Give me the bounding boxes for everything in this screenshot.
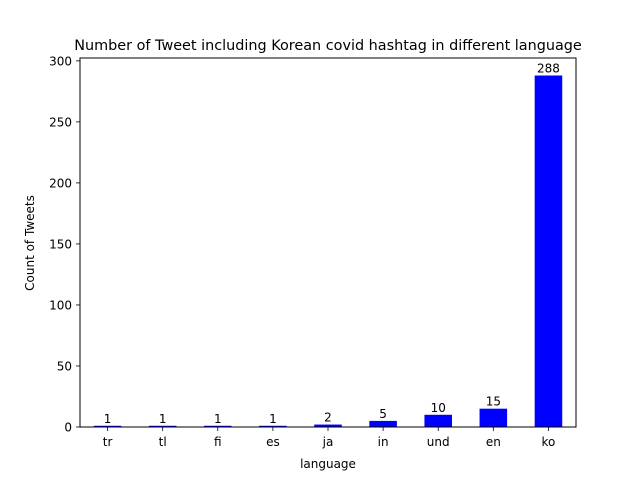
bar-en bbox=[479, 408, 508, 427]
data-label-en: 15 bbox=[486, 395, 501, 409]
data-label-ja: 2 bbox=[324, 411, 332, 425]
x-tick-label-es: es bbox=[266, 435, 280, 449]
data-label-und: 10 bbox=[431, 401, 446, 415]
x-tick-label-tr: tr bbox=[103, 435, 113, 449]
y-axis-label: Count of Tweets bbox=[23, 195, 37, 291]
data-label-es: 1 bbox=[269, 412, 277, 426]
x-tick-label-und: und bbox=[427, 435, 450, 449]
data-labels-layer: 1 1 1 1 2 5 10 15 288 bbox=[104, 62, 560, 426]
bars-layer bbox=[93, 75, 563, 428]
x-tick-label-ko: ko bbox=[542, 435, 556, 449]
y-tick-label-300: 300 bbox=[49, 54, 72, 68]
chart-title: Number of Tweet including Korean covid h… bbox=[74, 38, 582, 54]
data-label-in: 5 bbox=[379, 407, 387, 421]
x-tick-label-in: in bbox=[378, 435, 389, 449]
y-tick-label-50: 50 bbox=[57, 359, 72, 373]
x-axis-label: language bbox=[300, 457, 356, 471]
bar-tr bbox=[93, 425, 122, 427]
x-tick-label-fi: fi bbox=[214, 435, 222, 449]
data-label-fi: 1 bbox=[214, 412, 222, 426]
bar-fi bbox=[204, 425, 232, 427]
bar-ja bbox=[314, 424, 342, 427]
y-tick-label-100: 100 bbox=[49, 298, 72, 312]
bar-in bbox=[369, 420, 397, 427]
data-label-tl: 1 bbox=[159, 412, 167, 426]
data-label-ko: 288 bbox=[537, 62, 560, 76]
x-tick-label-ja: ja bbox=[322, 435, 334, 449]
y-tick-label-150: 150 bbox=[49, 237, 72, 251]
y-tick-label-0: 0 bbox=[64, 421, 72, 435]
x-axis: tr tl fi es ja in und en ko bbox=[103, 427, 556, 449]
x-tick-label-en: en bbox=[486, 435, 501, 449]
x-tick-label-tl: tl bbox=[159, 435, 167, 449]
plot-frame bbox=[79, 57, 577, 428]
bar-und bbox=[424, 414, 452, 427]
data-label-tr: 1 bbox=[104, 412, 112, 426]
bar-es bbox=[259, 425, 287, 427]
bar-ko bbox=[534, 75, 563, 428]
y-tick-label-250: 250 bbox=[49, 115, 72, 129]
bar-tl bbox=[148, 425, 177, 427]
y-tick-label-200: 200 bbox=[49, 176, 72, 190]
y-axis: 0 50 100 150 200 250 300 bbox=[49, 54, 80, 435]
